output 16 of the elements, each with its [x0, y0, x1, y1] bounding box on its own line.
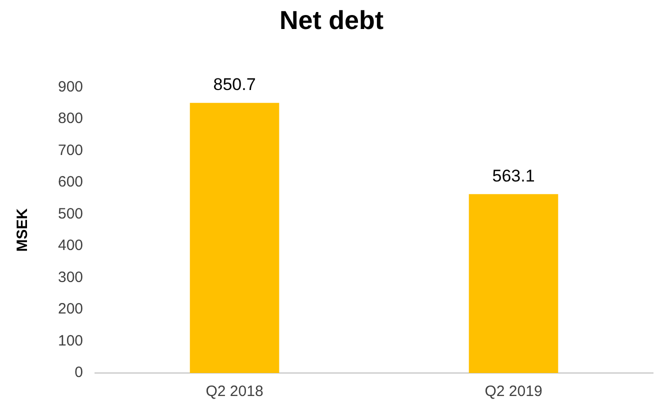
y-tick-label: 300	[58, 268, 84, 286]
y-tick-label: 600	[58, 174, 84, 191]
x-tick-label: Q2 2019	[484, 383, 542, 400]
y-tick-label: 0	[74, 364, 84, 382]
y-tick-label: 800	[58, 110, 84, 128]
y-tick-label: 100	[58, 332, 84, 350]
data-label: 563.1	[492, 166, 535, 186]
y-tick-label: 700	[58, 142, 84, 159]
data-label: 850.7	[213, 75, 256, 94]
y-axis-title: MSEK	[14, 208, 32, 252]
y-tick-label: 400	[58, 237, 84, 254]
y-tick-label: 900	[58, 78, 84, 96]
y-tick-label: 200	[58, 300, 84, 318]
y-tick-label: 500	[58, 205, 84, 222]
chart-title: Net debt	[280, 4, 384, 35]
x-tick-label: Q2 2018	[206, 383, 264, 400]
